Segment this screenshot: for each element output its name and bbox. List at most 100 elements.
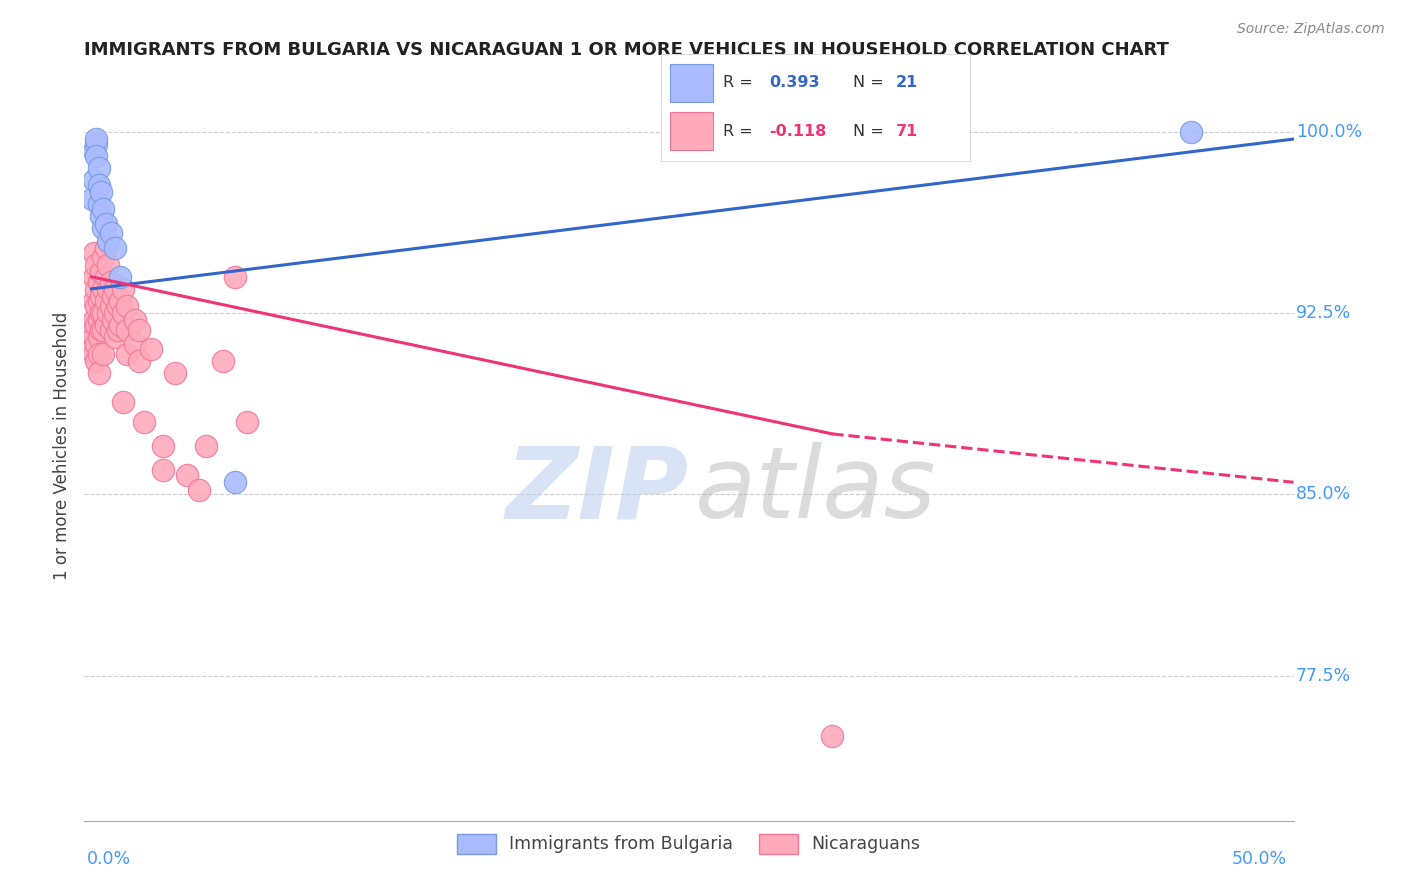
Point — [94, 217, 117, 231]
Point — [128, 354, 150, 368]
Text: N =: N = — [852, 76, 889, 90]
Point — [117, 299, 139, 313]
Point — [124, 337, 146, 351]
Point — [94, 241, 117, 255]
Point — [100, 275, 122, 289]
Point — [84, 258, 107, 272]
Point — [104, 282, 127, 296]
Text: R =: R = — [723, 124, 758, 138]
Point — [94, 318, 117, 333]
Text: 0.0%: 0.0% — [87, 850, 131, 868]
Point — [94, 293, 117, 308]
Point — [97, 306, 120, 320]
Text: 71: 71 — [896, 124, 918, 138]
Point — [84, 149, 107, 163]
Point — [83, 245, 105, 260]
Y-axis label: 1 or more Vehicles in Household: 1 or more Vehicles in Household — [53, 312, 72, 580]
Point — [87, 178, 110, 192]
Point — [83, 293, 105, 308]
Point — [84, 299, 107, 313]
Point — [87, 367, 110, 381]
Point — [176, 468, 198, 483]
Point — [97, 258, 120, 272]
Point — [93, 202, 115, 216]
Text: 77.5%: 77.5% — [1296, 666, 1351, 685]
Point — [104, 241, 127, 255]
Point — [87, 275, 110, 289]
Point — [236, 415, 259, 429]
Point — [141, 343, 163, 357]
Point — [87, 161, 110, 175]
Point — [152, 463, 174, 477]
Point — [90, 210, 112, 224]
Text: 92.5%: 92.5% — [1296, 304, 1351, 322]
Point — [84, 337, 107, 351]
Point — [212, 354, 235, 368]
Bar — [671, 64, 713, 102]
Point — [87, 347, 110, 361]
Point — [93, 282, 115, 296]
Point — [111, 306, 134, 320]
Point — [104, 330, 127, 344]
Point — [90, 289, 112, 303]
Point — [84, 282, 107, 296]
Text: IMMIGRANTS FROM BULGARIA VS NICARAGUAN 1 OR MORE VEHICLES IN HOUSEHOLD CORRELATI: IMMIGRANTS FROM BULGARIA VS NICARAGUAN 1… — [84, 41, 1170, 59]
Point — [111, 282, 134, 296]
Point — [84, 354, 107, 368]
Point — [93, 347, 115, 361]
Point — [84, 136, 107, 151]
Text: 50.0%: 50.0% — [1232, 850, 1286, 868]
Point — [117, 347, 139, 361]
Point — [152, 439, 174, 453]
Point — [108, 318, 131, 333]
Point — [165, 367, 187, 381]
Text: -0.118: -0.118 — [769, 124, 827, 138]
Point — [90, 323, 112, 337]
Point — [94, 269, 117, 284]
Point — [97, 234, 120, 248]
Point — [821, 729, 844, 743]
Point — [111, 395, 134, 409]
Point — [80, 337, 103, 351]
Point — [83, 144, 105, 158]
Point — [87, 293, 110, 308]
Point — [224, 475, 246, 490]
Point — [108, 293, 131, 308]
Point — [84, 318, 107, 333]
Text: Source: ZipAtlas.com: Source: ZipAtlas.com — [1237, 22, 1385, 37]
Point — [87, 313, 110, 327]
Point — [93, 251, 115, 265]
Point — [101, 289, 124, 303]
Point — [107, 299, 129, 313]
Point — [83, 313, 105, 327]
Point — [90, 306, 112, 320]
Point — [93, 221, 115, 235]
Point — [100, 227, 122, 241]
Text: atlas: atlas — [695, 442, 936, 540]
Point — [107, 323, 129, 337]
Bar — [671, 112, 713, 150]
Point — [90, 265, 112, 279]
Point — [132, 415, 155, 429]
Point — [124, 313, 146, 327]
Point — [188, 483, 211, 497]
Text: N =: N = — [852, 124, 889, 138]
Point — [1180, 125, 1202, 139]
Point — [80, 193, 103, 207]
Point — [100, 299, 122, 313]
Point — [83, 330, 105, 344]
Point — [97, 282, 120, 296]
Text: 100.0%: 100.0% — [1296, 123, 1362, 141]
Point — [195, 439, 218, 453]
Legend: Immigrants from Bulgaria, Nicaraguans: Immigrants from Bulgaria, Nicaraguans — [450, 827, 928, 861]
Point — [83, 173, 105, 187]
Point — [87, 197, 110, 211]
Point — [108, 269, 131, 284]
Point — [224, 269, 246, 284]
Point — [83, 347, 105, 361]
Point — [101, 313, 124, 327]
Point — [93, 323, 115, 337]
Point — [83, 269, 105, 284]
Point — [128, 323, 150, 337]
Point — [93, 306, 115, 320]
